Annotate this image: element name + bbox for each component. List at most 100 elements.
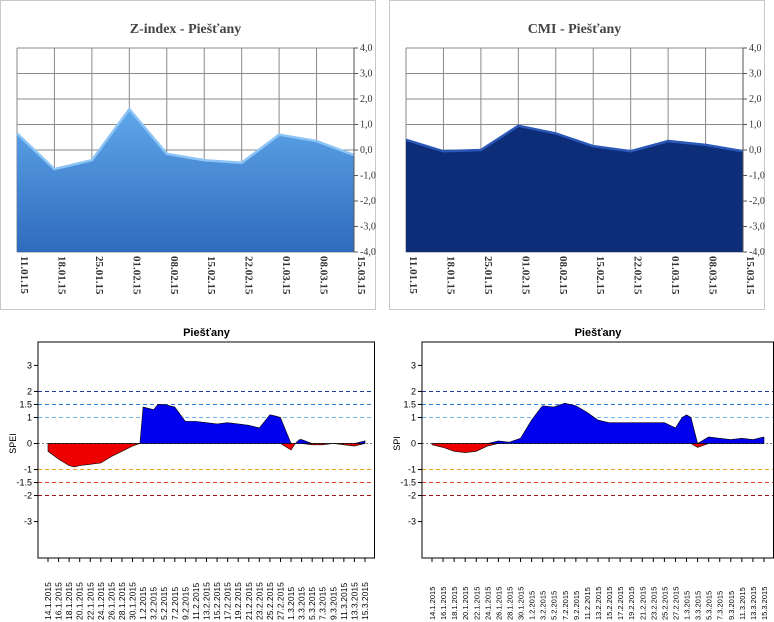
y-tick-label: 4,0 bbox=[749, 43, 762, 54]
x-tick-label: 18.1.2015 bbox=[450, 587, 459, 620]
y-tick-label: 2,0 bbox=[749, 94, 762, 105]
x-tick-label: 25.2.2015 bbox=[265, 582, 275, 620]
x-tick-label: 15.3.2015 bbox=[760, 587, 769, 620]
x-tick-label: 17.2.2015 bbox=[223, 582, 233, 620]
x-tick-label: 7.3.2015 bbox=[716, 591, 725, 620]
x-tick-label: 19.2.2015 bbox=[233, 582, 243, 620]
x-tick-label: 30.1.2015 bbox=[517, 587, 526, 620]
y-tick-label: -1 bbox=[24, 465, 32, 475]
x-tick-label: 16.1.2015 bbox=[54, 582, 64, 620]
y-tick-label: 3 bbox=[411, 360, 416, 370]
x-tick-label: 14.1.2015 bbox=[43, 582, 53, 620]
x-tick-label: 9.3.2015 bbox=[727, 591, 736, 620]
x-tick-label: 18.1.2015 bbox=[64, 582, 74, 620]
y-tick-label: 3 bbox=[27, 360, 32, 370]
cmi-chart-panel: CMI - Piešťany 4,0 3,0 2,0 1,0 0,0 -1,0 -2,0 -3,… bbox=[389, 0, 774, 310]
y-tick-label: 0,0 bbox=[360, 145, 373, 156]
x-tick-label: 18.01.15 bbox=[444, 256, 456, 295]
x-tick-label: 17.2.2015 bbox=[616, 587, 625, 620]
x-tick-label: 15.03.15 bbox=[744, 256, 756, 295]
x-tick-label: 01.02.15 bbox=[130, 256, 142, 295]
x-tick-label: 15.2.2015 bbox=[605, 587, 614, 620]
x-tick-label: 23.2.2015 bbox=[254, 582, 264, 620]
positive-area bbox=[432, 402, 765, 444]
x-tick-label: 13.2.2015 bbox=[594, 587, 603, 620]
y-tick-label: 3,0 bbox=[360, 69, 373, 80]
x-tick-label: 5.3.2015 bbox=[307, 587, 317, 620]
x-tick-label: 20.1.2015 bbox=[75, 582, 85, 620]
y-tick-label: 1,0 bbox=[360, 120, 373, 131]
y-tick-label: 1.5 bbox=[403, 399, 416, 409]
x-tick-label: 9.2.2015 bbox=[572, 591, 581, 620]
x-tick-label: 7.3.2015 bbox=[318, 587, 328, 620]
x-tick-label: 9.2.2015 bbox=[180, 587, 190, 620]
x-tick-label: 27.2.2015 bbox=[671, 587, 680, 620]
x-tick-label: 01.03.15 bbox=[280, 256, 292, 295]
area-outline bbox=[405, 124, 744, 153]
x-tick-label: 3.3.2015 bbox=[694, 591, 703, 620]
x-tick-label: 23.2.2015 bbox=[649, 587, 658, 620]
y-tick-label: -2,0 bbox=[749, 196, 765, 207]
x-tick-label: 7.2.2015 bbox=[170, 587, 180, 620]
z-index-chart: Z-index - Piešťany 4,0 3,0 2,0 1,0 0,0 -1,0 -2,… bbox=[0, 0, 376, 310]
x-tick-label: 11.01.15 bbox=[18, 256, 30, 294]
x-tick-label: 22.1.2015 bbox=[472, 587, 481, 620]
y-tick-label: 0 bbox=[411, 438, 416, 448]
x-tick-label: 16.1.2015 bbox=[439, 587, 448, 620]
cmi-chart: CMI - Piešťany 4,0 3,0 2,0 1,0 0,0 -1,0 -2,0 -3,… bbox=[389, 0, 765, 310]
x-tick-label: 30.1.2015 bbox=[128, 582, 138, 620]
x-tick-label: 11.3.2015 bbox=[339, 583, 349, 620]
y-tick-label: -3,0 bbox=[749, 222, 765, 233]
spi-chart-panel: Piešťany SPI 3 2 1.5 1 0 -1 -1.5 -2 -3 14.1.2015 16.… bbox=[389, 322, 774, 622]
x-tick-label: 13.3.2015 bbox=[349, 582, 359, 620]
chart-title: Piešťany bbox=[183, 327, 231, 339]
x-tick-label: 21.2.2015 bbox=[244, 582, 254, 620]
x-tick-label: 15.03.15 bbox=[355, 256, 367, 295]
y-tick-label: 0 bbox=[27, 438, 32, 448]
x-tick-label: 11.01.15 bbox=[407, 256, 419, 294]
positive-area bbox=[48, 404, 366, 444]
x-tick-label: 26.1.2015 bbox=[494, 587, 503, 620]
x-tick-label: 9.3.2015 bbox=[328, 587, 338, 620]
y-tick-label: -3,0 bbox=[360, 222, 376, 233]
x-tick-label: 22.1.2015 bbox=[85, 582, 95, 620]
x-tick-label: 01.03.15 bbox=[669, 256, 681, 295]
y-tick-label: -3 bbox=[408, 517, 416, 527]
x-tick-label: 15.3.2015 bbox=[360, 582, 370, 620]
y-tick-label: -1,0 bbox=[749, 171, 765, 182]
z-index-chart-panel: Z-index - Piešťany 4,0 3,0 2,0 1,0 0,0 -1,0 -2,… bbox=[0, 0, 385, 310]
y-tick-label: -2 bbox=[24, 491, 32, 501]
x-tick-label: 5.2.2015 bbox=[159, 587, 169, 620]
y-tick-label: 3,0 bbox=[749, 69, 762, 80]
negative-area bbox=[47, 443, 366, 468]
y-tick-label: 2 bbox=[27, 386, 32, 396]
x-tick-label: 3.2.2015 bbox=[539, 591, 548, 620]
x-tick-label: 25.2.2015 bbox=[660, 587, 669, 620]
x-tick-label: 5.2.2015 bbox=[550, 591, 559, 620]
x-tick-label: 25.01.15 bbox=[93, 256, 105, 295]
x-tick-label: 25.01.15 bbox=[482, 256, 494, 295]
negative-area bbox=[431, 443, 764, 453]
x-tick-label: 08.02.15 bbox=[557, 256, 569, 295]
x-tick-label: 13.2.2015 bbox=[202, 582, 212, 620]
x-tick-label: 28.1.2015 bbox=[117, 582, 127, 620]
y-axis-label: SPEI bbox=[8, 433, 18, 454]
x-tick-label: 18.01.15 bbox=[55, 256, 67, 295]
chart-title: Piešťany bbox=[575, 327, 623, 339]
x-tick-label: 13.3.2015 bbox=[749, 587, 758, 620]
x-tick-label: 08.03.15 bbox=[318, 256, 330, 295]
y-tick-label: 1,0 bbox=[749, 120, 762, 131]
x-tick-label: 1.2.2015 bbox=[528, 591, 537, 620]
x-tick-label: 14.1.2015 bbox=[428, 587, 437, 620]
x-tick-label: 15.02.15 bbox=[205, 256, 217, 295]
x-tick-label: 22.02.15 bbox=[243, 256, 255, 295]
spei-chart: Piešťany SPEI 3 2 1.5 1 0 -1 -1.5 -2 -3 14.1.2015 16… bbox=[8, 327, 375, 620]
x-tick-label: 28.1.2015 bbox=[505, 587, 514, 620]
x-tick-label: 1.3.2015 bbox=[286, 587, 296, 620]
x-tick-label: 11.2.2015 bbox=[191, 583, 201, 620]
x-tick-label: 08.02.15 bbox=[168, 256, 180, 295]
chart-title: CMI - Piešťany bbox=[528, 22, 622, 37]
y-tick-label: -2,0 bbox=[360, 196, 376, 207]
x-tick-label: 11.2.2015 bbox=[583, 587, 592, 620]
y-tick-label: 1 bbox=[411, 412, 416, 422]
